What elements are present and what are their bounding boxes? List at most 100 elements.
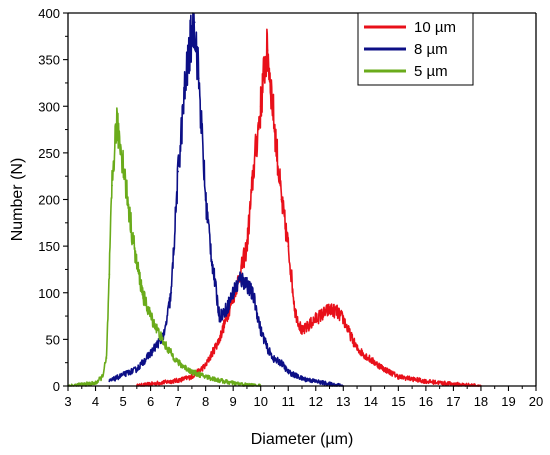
data-point: [349, 333, 352, 336]
series-layer: [67, 12, 482, 387]
data-point: [369, 358, 372, 361]
data-point: [204, 198, 207, 201]
data-point: [263, 63, 266, 66]
data-point: [328, 383, 331, 386]
data-point: [328, 308, 331, 311]
x-tick-label: 3: [64, 394, 71, 409]
data-point: [239, 277, 241, 280]
data-point: [383, 368, 386, 371]
x-tick-label: 19: [501, 394, 515, 409]
legend-label: 10 µm: [414, 19, 456, 36]
series-line: [136, 28, 482, 387]
series-2: [67, 107, 262, 387]
series-0: [135, 28, 482, 387]
x-tick-label: 9: [230, 394, 237, 409]
data-point: [118, 133, 120, 136]
data-point: [135, 368, 138, 371]
x-axis-title: Diameter (µm): [251, 431, 354, 448]
data-point: [280, 361, 283, 364]
data-point: [108, 273, 111, 275]
y-tick-label: 150: [38, 239, 60, 254]
data-point: [149, 383, 152, 386]
data-point: [287, 371, 290, 373]
data-point: [105, 357, 108, 359]
data-point: [177, 170, 180, 173]
x-tick-label: 18: [474, 394, 488, 409]
x-tick-label: 16: [419, 394, 433, 409]
data-point: [397, 375, 400, 378]
data-point: [94, 382, 97, 385]
x-tick-label: 10: [253, 394, 267, 409]
data-point: [301, 331, 303, 333]
data-point: [108, 380, 111, 383]
data-point: [193, 21, 196, 24]
data-point: [218, 315, 221, 317]
x-tick-label: 17: [446, 394, 460, 409]
y-tick-label: 350: [38, 53, 60, 68]
data-point: [273, 358, 276, 361]
x-tick-label: 8: [202, 394, 209, 409]
data-point: [111, 184, 113, 187]
data-point: [225, 308, 228, 311]
data-point: [266, 49, 269, 52]
data-point: [163, 343, 166, 345]
data-point: [259, 329, 262, 331]
data-point: [149, 352, 152, 355]
data-point: [452, 383, 455, 386]
data-point: [204, 375, 207, 378]
y-axis-title: Number (N): [9, 158, 26, 242]
data-point: [280, 198, 283, 201]
data-point: [122, 161, 124, 164]
data-point: [177, 379, 180, 382]
data-point: [252, 296, 255, 299]
data-point: [115, 124, 118, 126]
data-point: [122, 373, 124, 376]
y-tick-label: 50: [46, 332, 60, 347]
data-point: [246, 245, 248, 248]
data-point: [314, 380, 317, 383]
data-point: [232, 382, 235, 385]
data-point: [356, 347, 358, 350]
data-point: [301, 377, 303, 380]
data-point: [170, 291, 173, 294]
legend-label: 8 µm: [414, 41, 448, 58]
x-tick-label: 5: [119, 394, 126, 409]
series-line: [67, 107, 262, 387]
data-point: [307, 324, 310, 327]
legend-label: 5 µm: [414, 63, 448, 80]
series-1: [108, 12, 345, 387]
x-tick-label: 7: [175, 394, 182, 409]
data-point: [135, 263, 138, 266]
y-tick-label: 400: [38, 6, 60, 21]
data-point: [190, 30, 193, 33]
data-point: [342, 317, 345, 320]
data-point: [211, 263, 214, 266]
y-tick-label: 250: [38, 146, 60, 161]
series-line: [108, 12, 344, 387]
data-point: [163, 381, 166, 384]
data-point: [170, 352, 173, 355]
data-point: [266, 347, 269, 350]
axes-layer: 3 4 5 6 7 8 9 10 11 12 13 14 15 16 17 18 19 2005010015020…: [38, 6, 543, 409]
data-point: [252, 165, 255, 168]
x-tick-label: 6: [147, 394, 154, 409]
y-tick-label: 0: [53, 379, 60, 394]
y-tick-label: 100: [38, 286, 60, 301]
x-tick-label: 4: [92, 394, 99, 409]
x-tick-label: 14: [364, 394, 378, 409]
legend: 10 µm 8 µm 5 µm: [357, 12, 474, 86]
x-tick-label: 13: [336, 394, 350, 409]
data-point: [156, 329, 159, 331]
x-tick-label: 20: [529, 394, 543, 409]
data-point: [232, 291, 235, 294]
data-point: [287, 245, 290, 248]
y-tick-label: 200: [38, 193, 60, 208]
y-tick-label: 300: [38, 99, 60, 114]
data-point: [197, 77, 200, 80]
data-point: [190, 371, 193, 373]
x-tick-label: 15: [391, 394, 405, 409]
data-point: [142, 296, 145, 299]
data-point: [424, 380, 427, 383]
